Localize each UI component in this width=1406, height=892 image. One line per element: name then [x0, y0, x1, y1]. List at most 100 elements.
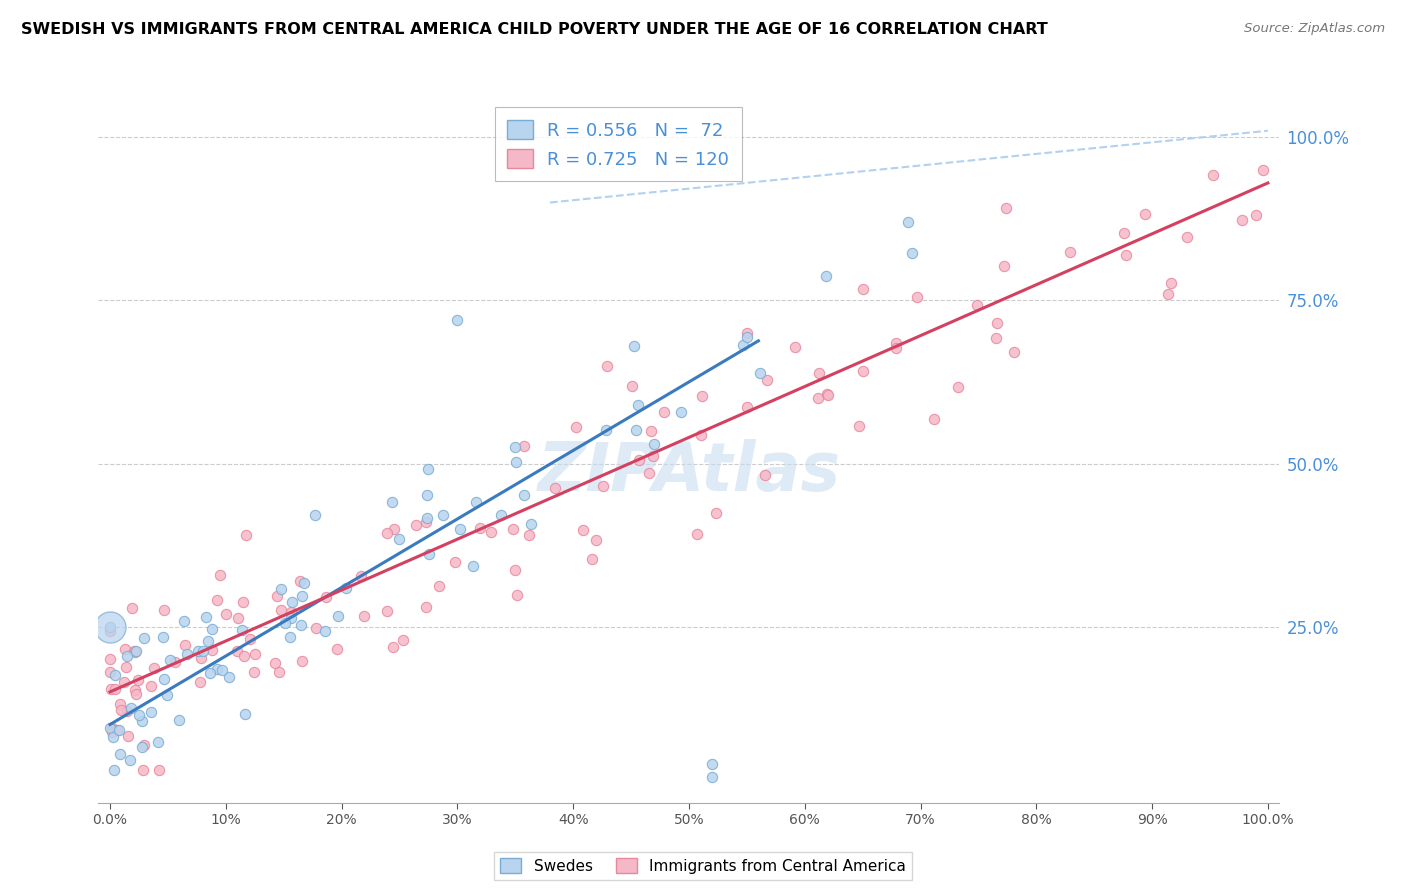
Point: [1175, 230, 1198, 244]
Point: [167, 713, 190, 727]
Point: [690, 427, 713, 442]
Point: [326, 642, 349, 657]
Text: ZIPAtlas: ZIPAtlas: [537, 439, 841, 505]
Point: [114, 660, 136, 674]
Point: [128, 708, 150, 723]
Point: [852, 282, 875, 296]
Point: [416, 511, 439, 525]
Point: [112, 674, 135, 689]
Point: [101, 731, 124, 745]
Point: [381, 495, 404, 509]
Point: [704, 506, 727, 520]
Point: [143, 661, 166, 675]
Point: [808, 366, 831, 380]
Point: [98, 624, 121, 638]
Point: [1002, 345, 1025, 359]
Point: [418, 547, 440, 561]
Point: [280, 610, 302, 624]
Point: [132, 631, 155, 645]
Point: [290, 617, 312, 632]
Point: [444, 555, 467, 569]
Point: [513, 439, 536, 453]
Point: [108, 697, 131, 711]
Point: [993, 259, 1015, 273]
Point: [749, 366, 772, 380]
Point: [209, 568, 232, 582]
Point: [108, 723, 131, 738]
Point: [103, 763, 125, 777]
Point: [506, 588, 529, 602]
Point: [489, 508, 512, 523]
Point: [118, 752, 141, 766]
Point: [643, 449, 665, 463]
Point: [218, 670, 240, 684]
Point: [200, 665, 222, 680]
Point: [148, 763, 170, 777]
Point: [110, 703, 132, 717]
Point: [205, 662, 228, 676]
Point: [132, 763, 155, 777]
Point: [117, 729, 139, 743]
Point: [446, 313, 468, 327]
Point: [783, 341, 806, 355]
Point: [100, 682, 122, 697]
Point: [405, 518, 427, 533]
Point: [188, 675, 211, 690]
Point: [235, 527, 257, 541]
Legend: R = 0.556   N =  72, R = 0.725   N = 120: R = 0.556 N = 72, R = 0.725 N = 120: [495, 107, 741, 181]
Point: [194, 610, 217, 624]
Point: [513, 487, 536, 501]
Point: [627, 398, 650, 412]
Point: [127, 673, 149, 688]
Point: [1160, 276, 1182, 290]
Point: [243, 647, 266, 661]
Text: SWEDISH VS IMMIGRANTS FROM CENTRAL AMERICA CHILD POVERTY UNDER THE AGE OF 16 COR: SWEDISH VS IMMIGRANTS FROM CENTRAL AMERI…: [21, 22, 1047, 37]
Point: [686, 526, 709, 541]
Point: [190, 651, 212, 665]
Point: [700, 756, 723, 771]
Point: [152, 603, 174, 617]
Point: [375, 603, 398, 617]
Point: [191, 643, 214, 657]
Point: [815, 268, 838, 283]
Point: [995, 201, 1018, 215]
Point: [100, 721, 122, 735]
Point: [1244, 208, 1267, 222]
Point: [470, 521, 492, 535]
Point: [124, 682, 146, 697]
Point: [335, 581, 357, 595]
Point: [131, 739, 153, 754]
Point: [304, 508, 326, 522]
Point: [756, 373, 779, 387]
Point: [120, 701, 142, 715]
Point: [1133, 207, 1156, 221]
Point: [201, 642, 224, 657]
Point: [124, 643, 146, 657]
Point: [884, 341, 907, 355]
Point: [233, 707, 256, 722]
Point: [215, 607, 238, 621]
Point: [461, 559, 484, 574]
Point: [159, 653, 181, 667]
Point: [449, 522, 471, 536]
Point: [292, 576, 315, 591]
Point: [924, 411, 946, 425]
Point: [288, 574, 311, 588]
Point: [291, 589, 314, 603]
Point: [416, 488, 439, 502]
Point: [479, 524, 502, 539]
Point: [375, 526, 398, 541]
Point: [884, 335, 907, 350]
Point: [115, 648, 138, 663]
Point: [124, 645, 146, 659]
Point: [638, 466, 661, 480]
Point: [153, 673, 176, 687]
Point: [382, 640, 405, 654]
Point: [131, 714, 153, 728]
Text: Source: ZipAtlas.com: Source: ZipAtlas.com: [1244, 22, 1385, 36]
Point: [239, 632, 262, 646]
Point: [100, 725, 122, 739]
Point: [986, 316, 1008, 330]
Point: [415, 599, 437, 614]
Point: [585, 533, 607, 547]
